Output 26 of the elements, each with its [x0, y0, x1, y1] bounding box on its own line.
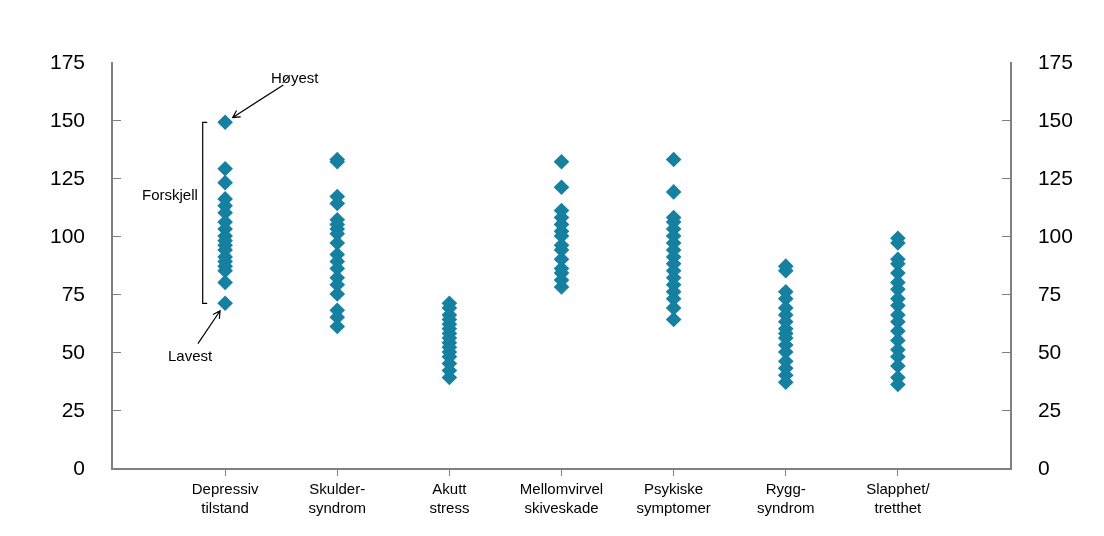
x-tick-label: Skulder- syndrom — [308, 479, 367, 517]
annotation: Forskjell — [142, 186, 198, 203]
annotation: Høyest — [271, 69, 320, 86]
y2-tick-label: 75 — [1037, 282, 1062, 306]
y2-tick-label: 125 — [1037, 166, 1073, 190]
y2-tick-label: 0 — [1037, 456, 1050, 480]
y2-tick-label: 150 — [1037, 108, 1073, 132]
y2-tick-label: 100 — [1037, 224, 1073, 248]
y2-tick-label: 175 — [1037, 50, 1073, 74]
x-tick-label: Akutt stress — [429, 479, 470, 517]
x-tick-label: Depressiv tilstand — [191, 479, 259, 517]
y2-tick-label: 50 — [1037, 340, 1062, 364]
annotation: Lavest — [168, 347, 214, 364]
y-tick-label: 50 — [61, 340, 86, 364]
y-tick-label: 25 — [61, 398, 86, 422]
y2-tick-label: 25 — [1037, 398, 1062, 422]
y-tick-label: 0 — [73, 456, 86, 480]
y-tick-label: 75 — [61, 282, 86, 306]
y-tick-label: 100 — [50, 224, 86, 248]
x-tick-label: Slapphet/ tretthet — [866, 479, 931, 517]
x-tick-label: Rygg- syndrom — [756, 479, 815, 517]
y-tick-label: 125 — [50, 166, 86, 190]
y-tick-label: 175 — [50, 50, 86, 74]
y-tick-label: 150 — [50, 108, 86, 132]
x-tick-label: Psykiske symptomer — [636, 479, 711, 517]
x-tick-label: Mellomvirvel skiveskade — [519, 479, 604, 517]
